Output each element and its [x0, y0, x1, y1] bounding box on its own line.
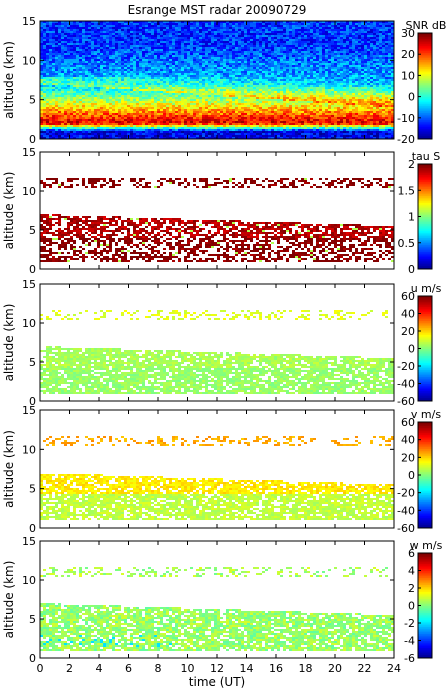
- colorbar-tick-label: -40: [397, 378, 415, 391]
- colorbar-tick-label: -2: [404, 617, 415, 630]
- x-tick-label: 20: [328, 662, 342, 675]
- y-tick-label: 15: [22, 15, 36, 28]
- y-tick-label: 0: [29, 263, 36, 276]
- colorbar-tick-label: -20: [397, 487, 415, 500]
- colorbar-label: u m/s: [411, 282, 442, 295]
- y-axis-label: altitude (km): [2, 430, 16, 508]
- colorbar: v m/s -60 -40 -20 0 20 40 60: [397, 408, 441, 535]
- y-axis-label: altitude (km): [2, 172, 16, 250]
- x-tick-label: 6: [125, 662, 132, 675]
- x-axis-label: time (UT): [189, 675, 245, 689]
- colorbar-tick-label: 30: [401, 27, 415, 40]
- colorbar-tick-label: 20: [401, 325, 415, 338]
- x-tick-label: 2: [66, 662, 73, 675]
- colorbar-tick-label: -40: [397, 504, 415, 517]
- y-tick-label: 5: [29, 613, 36, 626]
- data-field: [40, 567, 394, 651]
- colorbar-tick-label: 1: [408, 211, 415, 224]
- data-field: [40, 178, 394, 262]
- y-tick-label: 15: [22, 535, 36, 548]
- x-tick-label: 24: [387, 662, 401, 675]
- x-tick-label: 22: [358, 662, 372, 675]
- colorbar-tick-label: 60: [401, 290, 415, 303]
- colorbar-label: w m/s: [410, 539, 443, 552]
- y-tick-label: 0: [29, 133, 36, 146]
- y-tick-label: 10: [22, 574, 36, 587]
- x-tick-label: 4: [96, 662, 103, 675]
- y-tick-label: 5: [29, 224, 36, 237]
- panel-3: 0 5 10 15 altitude (km) u m/s -60 -40 -20 0 20 40 60: [2, 278, 442, 408]
- colorbar-label: v m/s: [411, 408, 441, 421]
- y-tick-label: 10: [22, 54, 36, 67]
- colorbar-tick-label: -10: [397, 112, 415, 125]
- x-tick-label: 18: [299, 662, 313, 675]
- data-field: [40, 21, 394, 139]
- colorbar-tick-label: 20: [401, 48, 415, 61]
- y-axis-label: altitude (km): [2, 304, 16, 382]
- y-tick-label: 10: [22, 317, 36, 330]
- colorbar-tick-label: 60: [401, 416, 415, 429]
- y-tick-label: 0: [29, 522, 36, 535]
- colorbar-tick-label: -20: [397, 360, 415, 373]
- y-tick-label: 0: [29, 395, 36, 408]
- colorbar-tick-label: 0: [408, 263, 415, 276]
- colorbar-label: tau S: [412, 150, 441, 163]
- y-tick-label: 15: [22, 278, 36, 291]
- y-tick-label: 5: [29, 94, 36, 107]
- colorbar-tick-label: 2: [408, 158, 415, 171]
- y-tick-label: 15: [22, 146, 36, 159]
- data-field: [40, 436, 394, 520]
- colorbar-tick-label: 1.5: [398, 184, 416, 197]
- x-tick-label: 16: [269, 662, 283, 675]
- x-tick-label: 10: [181, 662, 195, 675]
- y-tick-label: 5: [29, 356, 36, 369]
- data-field: [40, 310, 394, 394]
- colorbar: w m/s -6 -4 -2 0 2 4 6: [404, 539, 443, 665]
- colorbar-tick-label: 0: [408, 343, 415, 356]
- colorbar-tick-label: 2: [408, 582, 415, 595]
- chart-title: Esrange MST radar 20090729: [128, 3, 307, 17]
- y-tick-label: 0: [29, 652, 36, 665]
- colorbar-tick-label: 0: [408, 91, 415, 104]
- x-tick-label: 8: [155, 662, 162, 675]
- colorbar-tick-label: -60: [397, 395, 415, 408]
- colorbar-tick-label: 0: [408, 469, 415, 482]
- panel-2: 0 5 10 15 altitude (km) tau S 0 0.5 1 1.5 2: [2, 146, 440, 276]
- colorbar-tick-label: 6: [408, 547, 415, 560]
- colorbar-tick-label: 0: [408, 600, 415, 613]
- colorbar-tick-label: -4: [404, 635, 415, 648]
- colorbar-tick-label: 20: [401, 451, 415, 464]
- x-tick-label: 0: [37, 662, 44, 675]
- panel-4: 0 5 10 15 altitude (km) v m/s -60 -40 -20 0 20 40 60: [2, 404, 441, 535]
- colorbar: SNR dB -20 -10 0 10 20 30: [397, 19, 446, 146]
- x-tick-label: 12: [210, 662, 224, 675]
- y-tick-label: 10: [22, 443, 36, 456]
- y-axis-label: altitude (km): [2, 41, 16, 119]
- colorbar-tick-label: 4: [408, 565, 415, 578]
- y-tick-label: 5: [29, 483, 36, 496]
- y-tick-label: 15: [22, 404, 36, 417]
- colorbar-tick-label: 0.5: [398, 237, 416, 250]
- colorbar-label: SNR dB: [406, 19, 446, 32]
- colorbar: tau S 0 0.5 1 1.5 2: [398, 150, 441, 276]
- colorbar: u m/s -60 -40 -20 0 20 40 60: [397, 282, 442, 408]
- colorbar-tick-label: 40: [401, 308, 415, 321]
- x-tick-label: 14: [240, 662, 254, 675]
- colorbar-tick-label: -60: [397, 522, 415, 535]
- y-axis-label: altitude (km): [2, 561, 16, 639]
- colorbar-tick-label: 40: [401, 434, 415, 447]
- colorbar-tick-label: -20: [397, 133, 415, 146]
- panel-1: 0 5 10 15 altitude (km) Esrange MST radar 200…: [2, 3, 446, 146]
- colorbar-tick-label: 10: [401, 69, 415, 82]
- colorbar-tick-label: -6: [404, 652, 415, 665]
- y-tick-label: 10: [22, 185, 36, 198]
